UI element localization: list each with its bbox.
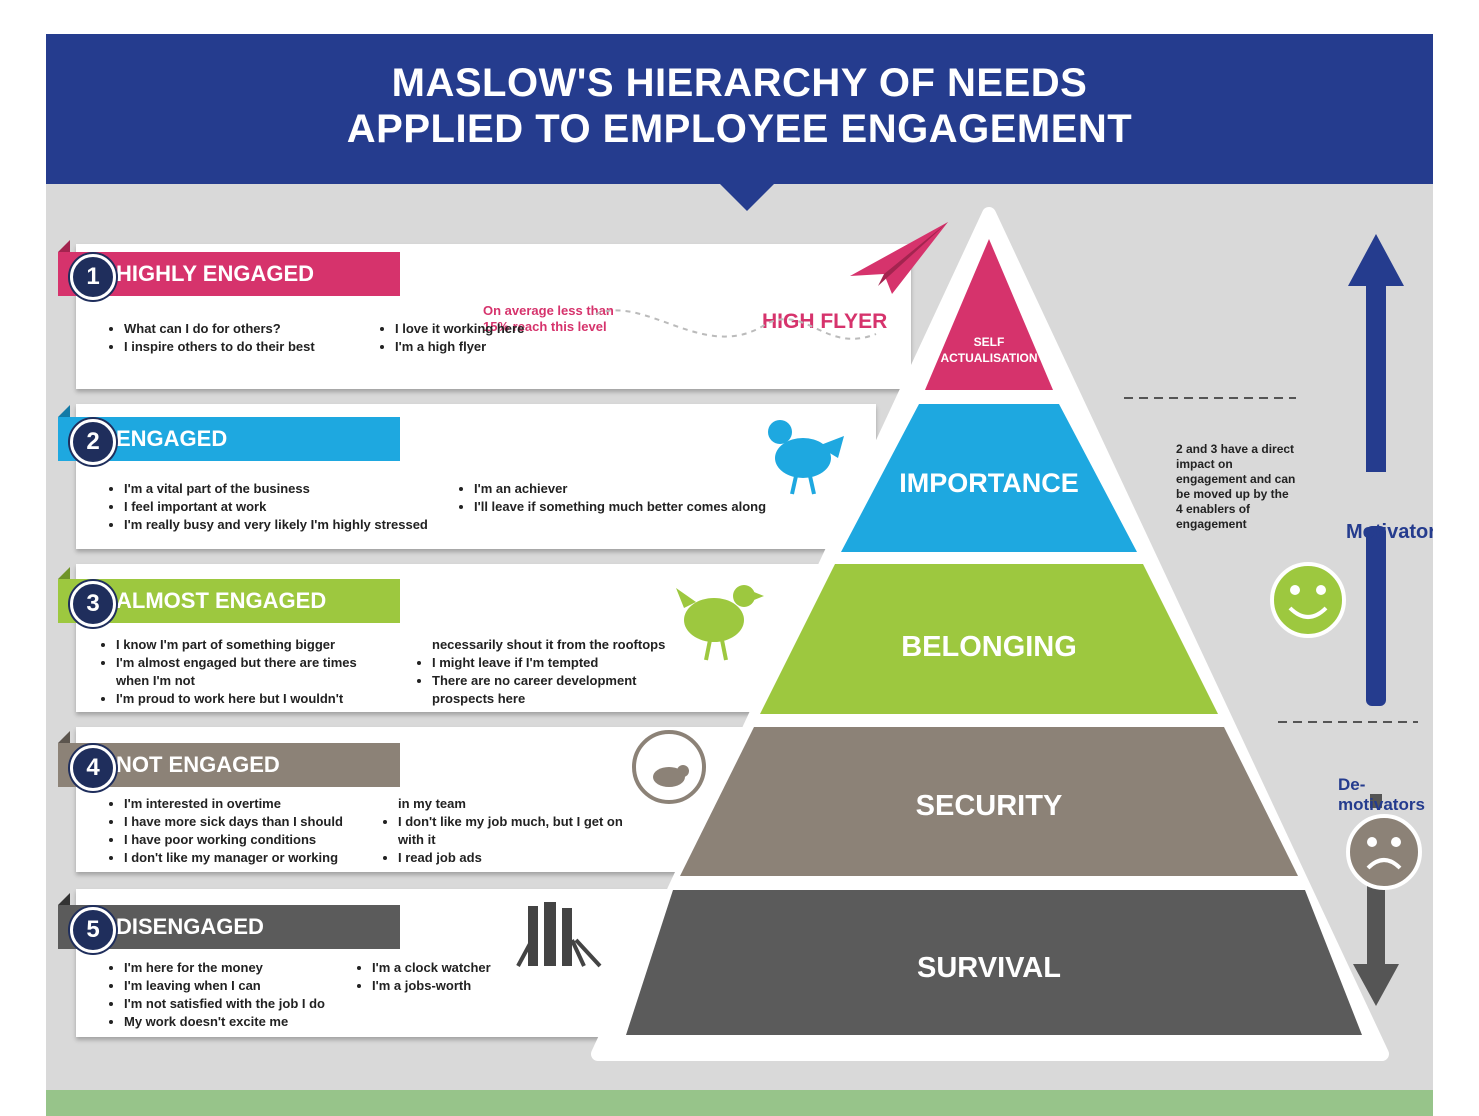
level-3-bullets-right: necessarily shout it from the rooftops I… (416, 636, 665, 708)
level-number-3: 3 (70, 581, 116, 627)
level-2-bullets-right: I'm an achiever I'll leave if something … (458, 480, 766, 516)
paper-plane-icon (850, 222, 948, 294)
level-4-bullets-right: in my team I don't like my job much, but… (382, 795, 623, 867)
chicken-icon (676, 585, 764, 661)
down-arrow-icon (1353, 794, 1399, 1006)
pyramid-label-security: SECURITY (915, 790, 1063, 822)
level-3-bullets-left: I know I'm part of something bigger I'm … (100, 636, 357, 708)
header-notch (719, 183, 775, 211)
level-2-bullets-left: I'm a vital part of the business I feel … (108, 480, 428, 534)
header-banner (46, 34, 1433, 184)
enablers-note: 2 and 3 have a direct impact on engageme… (1176, 442, 1296, 531)
hamster-wheel-icon (632, 730, 706, 804)
level-4-bullets-left: I'm interested in overtime I have more s… (108, 795, 343, 867)
level-tab-label-2: ENGAGED (116, 426, 228, 451)
level-tab-1: HIGHLY ENGAGED (58, 252, 400, 296)
bird-icon (768, 420, 844, 495)
pyramid-importance (841, 404, 1137, 552)
level-number-2: 2 (70, 419, 116, 465)
level-number-5: 5 (70, 907, 116, 953)
smiley-face-icon (1270, 562, 1346, 638)
up-arrow-icon (1348, 234, 1404, 706)
tab-fold-2 (58, 405, 70, 417)
level-tab-label-4: NOT ENGAGED (116, 752, 280, 777)
level-tab-label-3: ALMOST ENGAGED (116, 588, 327, 613)
level-5-bullets-left: I'm here for the money I'm leaving when … (108, 959, 325, 1031)
tab-fold-5 (58, 893, 70, 905)
level-number-1: 1 (70, 254, 116, 300)
infographic-frame: MASLOW'S HIERARCHY OF NEEDS APPLIED TO E… (46, 34, 1433, 1116)
tab-fold-3 (58, 567, 70, 579)
side-decorations (1124, 234, 1422, 1006)
level-number-4: 4 (70, 745, 116, 791)
pyramid-label-survival: SURVIVAL (917, 952, 1061, 984)
sad-face-icon (1346, 814, 1422, 890)
pyramid (591, 207, 1389, 1061)
pyramid-self-actualisation (925, 239, 1053, 390)
pyramid-belonging (760, 564, 1218, 714)
pyramid-security (680, 727, 1298, 876)
level-1-bullets-left: What can I do for others? I inspire othe… (108, 320, 315, 356)
demotivators-label: De-motivators (1338, 775, 1425, 814)
motivators-label: Motivators (1346, 521, 1433, 543)
level-1-bullets-right: I love it working here I'm a high flyer (379, 320, 524, 356)
level-tab-label-5: DISENGAGED (116, 914, 264, 939)
tab-fold-4 (58, 731, 70, 743)
high-flyer-label: HIGH FLYER (762, 310, 888, 333)
level-tab-label-1: HIGHLY ENGAGED (116, 261, 315, 286)
level-5-bullets-right: I'm a clock watcher I'm a jobs-worth (356, 959, 491, 995)
title-line-1: MASLOW'S HIERARCHY OF NEEDS (391, 61, 1088, 105)
pyramid-label-importance: IMPORTANCE (899, 468, 1079, 498)
page-title: MASLOW'S HIERARCHY OF NEEDS APPLIED TO E… (46, 60, 1433, 152)
title-line-2: APPLIED TO EMPLOYEE ENGAGEMENT (346, 107, 1133, 151)
pyramid-label-self-actualisation: SELF ACTUALISATION (940, 335, 1038, 365)
average-note: On average less than 15% reach this leve… (483, 303, 614, 334)
pyramid-label-belonging: BELONGING (901, 631, 1077, 663)
ostrich-icon (516, 902, 602, 968)
footer-band (46, 1090, 1433, 1116)
tab-fold-1 (58, 240, 70, 252)
pyramid-survival (626, 890, 1362, 1035)
